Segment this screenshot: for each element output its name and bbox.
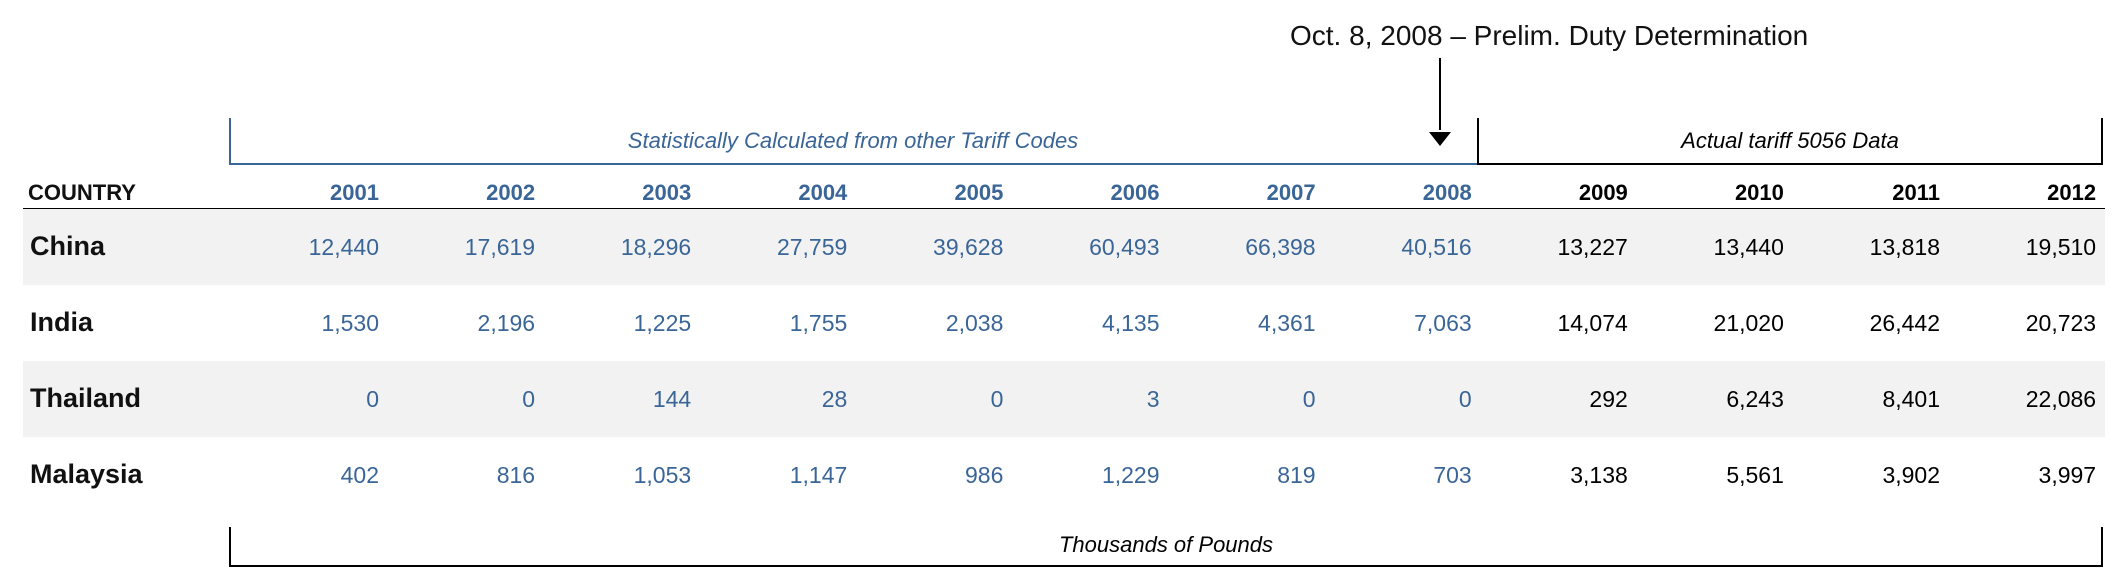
table-cell: 8,401 — [1882, 386, 1940, 412]
table-cell: 4,361 — [1258, 310, 1316, 336]
table-cell: 14,074 — [1557, 310, 1628, 336]
table-cell: 3 — [1146, 386, 1160, 412]
table-cell: 2,038 — [945, 310, 1004, 336]
actual-bracket-label: Actual tariff 5056 Data — [1681, 128, 1899, 153]
year-header-2001: 2001 — [330, 180, 379, 205]
table-cell: 1,229 — [1101, 462, 1160, 488]
year-header-2004: 2004 — [798, 180, 848, 205]
table-cell: 27,759 — [776, 234, 848, 260]
units-label: Thousands of Pounds — [1058, 532, 1274, 557]
table-cell: 17,619 — [464, 234, 536, 260]
country-label: China — [30, 231, 106, 261]
table-cell: 2,196 — [477, 310, 536, 336]
table-cell: 3,997 — [2038, 462, 2097, 488]
table-cell: 18,296 — [620, 234, 692, 260]
table-cell: 28 — [821, 386, 848, 412]
year-header-2010: 2010 — [1734, 180, 1784, 205]
table-cell: 22,086 — [2025, 386, 2097, 412]
annotation-arrow-head — [1429, 132, 1451, 146]
annotation-label: Oct. 8, 2008 – Prelim. Duty Determinatio… — [1290, 20, 1809, 51]
table-cell: 1,053 — [633, 462, 692, 488]
actual-bracket-left — [1477, 118, 1479, 163]
table-cell: 1,225 — [633, 310, 692, 336]
year-header-2006: 2006 — [1110, 180, 1160, 205]
table-cell: 986 — [965, 462, 1004, 488]
table-cell: 3,902 — [1882, 462, 1940, 488]
year-header-2002: 2002 — [486, 180, 536, 205]
country-label: India — [30, 307, 94, 337]
row-shade — [23, 209, 2105, 285]
year-header-2007: 2007 — [1266, 180, 1316, 205]
table-cell: 5,561 — [1726, 462, 1784, 488]
year-header-2011: 2011 — [1892, 180, 1940, 205]
table-cell: 0 — [990, 386, 1004, 412]
table-cell: 0 — [1458, 386, 1472, 412]
column-header-country: COUNTRY — [28, 180, 136, 205]
table-cell: 12,440 — [308, 234, 379, 260]
country-label: Malaysia — [30, 459, 143, 489]
calculated-bracket-line — [229, 163, 1477, 165]
year-header-2003: 2003 — [642, 180, 692, 205]
table-cell: 21,020 — [1713, 310, 1784, 336]
year-header-2009: 2009 — [1578, 180, 1628, 205]
table-cell: 7,063 — [1414, 310, 1472, 336]
table-cell: 66,398 — [1245, 234, 1316, 260]
table-cell: 19,510 — [2025, 234, 2097, 260]
table-cell: 1,147 — [789, 462, 848, 488]
country-label: Thailand — [30, 383, 142, 413]
table-cell: 703 — [1433, 462, 1472, 488]
table-cell: 60,493 — [1089, 234, 1160, 260]
table-cell: 20,723 — [2025, 310, 2097, 336]
table-cell: 0 — [1302, 386, 1316, 412]
table-cell: 40,516 — [1401, 234, 1472, 260]
table-cell: 0 — [522, 386, 536, 412]
table-cell: 292 — [1589, 386, 1628, 412]
actual-bracket-line — [1477, 163, 2103, 165]
units-bracket-right — [2101, 527, 2103, 567]
table-cell: 819 — [1277, 462, 1316, 488]
units-bracket-left — [229, 527, 231, 567]
table-cell: 1,530 — [321, 310, 379, 336]
table-cell: 26,442 — [1869, 310, 1940, 336]
table-cell: 13,227 — [1557, 234, 1628, 260]
row-shade — [23, 361, 2105, 437]
table-cell: 0 — [366, 386, 379, 412]
table-cell: 3,138 — [1570, 462, 1628, 488]
table-cell: 1,755 — [789, 310, 848, 336]
calculated-bracket-left — [229, 118, 231, 163]
year-header-2008: 2008 — [1422, 180, 1472, 205]
table-cell: 4,135 — [1101, 310, 1160, 336]
actual-bracket-right — [2101, 118, 2103, 163]
annotation-arrow-shaft — [1439, 58, 1441, 130]
table-cell: 816 — [496, 462, 536, 488]
table-cell: 39,628 — [933, 234, 1004, 260]
table-cell: 402 — [340, 462, 379, 488]
calculated-bracket-label: Statistically Calculated from other Tari… — [627, 128, 1079, 153]
year-header-2005: 2005 — [954, 180, 1004, 205]
table-cell: 6,243 — [1726, 386, 1784, 412]
table-cell: 13,440 — [1713, 234, 1784, 260]
table-cell: 13,818 — [1869, 234, 1940, 260]
year-header-2012: 2012 — [2047, 180, 2097, 205]
units-bracket-line — [229, 565, 2103, 567]
table-cell: 144 — [652, 386, 692, 412]
